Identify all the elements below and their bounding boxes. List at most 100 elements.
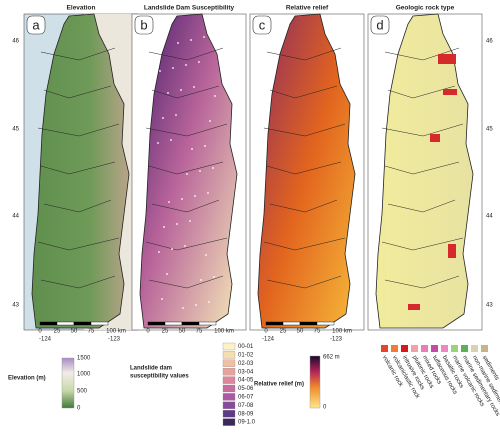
susceptibility-dot — [190, 39, 192, 41]
letter-box — [134, 15, 154, 35]
basin-boundary — [387, 85, 456, 99]
scale-label: 0 — [38, 329, 42, 335]
basin-boundary — [43, 199, 112, 213]
susceptibility-dot — [175, 114, 177, 116]
legend-swatch — [471, 345, 478, 352]
susceptibility-dot — [191, 148, 193, 150]
susceptibility-dot — [200, 279, 202, 281]
legend-swatch — [461, 345, 468, 352]
basin-boundary — [263, 237, 346, 251]
susceptibility-dot — [168, 201, 170, 203]
scale-segment — [90, 321, 109, 326]
scale-label: 75 — [196, 329, 203, 335]
susceptibility-dot — [180, 89, 182, 91]
legend-label: 05-06 — [238, 386, 254, 392]
susceptibility-dot — [199, 170, 201, 172]
letter-box — [26, 15, 46, 35]
basin-boundary — [148, 161, 224, 175]
legend-title: Landslide dam — [130, 366, 172, 372]
susceptibility-dot — [170, 139, 172, 141]
scale-segment — [282, 321, 301, 326]
latitude-label: 46 — [486, 39, 493, 45]
map-panel: c — [249, 13, 365, 331]
scale-label: 100 km — [214, 329, 234, 335]
susceptibility-dot — [182, 307, 184, 309]
legend-swatch — [222, 393, 236, 401]
scale-segment — [198, 321, 217, 326]
basin-boundary — [381, 237, 464, 251]
susceptibility-dot — [159, 70, 161, 72]
basin-boundary — [37, 237, 120, 251]
basin-boundary — [151, 85, 220, 99]
rock-patch — [430, 134, 440, 142]
colorbar-label: 500 — [77, 389, 88, 395]
panel-letter: d — [376, 17, 383, 32]
susceptibility-dot — [195, 304, 197, 306]
scale-label: 25 — [162, 329, 169, 335]
rock-patch — [448, 244, 456, 258]
rock-patch — [443, 89, 457, 95]
legend-label: 07-08 — [238, 403, 254, 409]
legend-title: susceptibility values — [130, 374, 189, 380]
latitude-label: 46 — [12, 39, 19, 45]
basin-boundary — [40, 275, 116, 289]
scale-bar: 0 25 50 75 100 km — [146, 321, 234, 335]
susceptibility-dot — [158, 251, 160, 253]
letter-box — [252, 15, 272, 35]
legend-label: 01-02 — [238, 352, 254, 358]
susceptibility-dot — [163, 226, 165, 228]
susceptibility-dot — [209, 120, 211, 122]
legend-swatch — [222, 384, 236, 393]
susceptibility-dot — [208, 301, 210, 303]
legend-label: 02-03 — [238, 361, 254, 367]
legend-swatch — [451, 345, 458, 352]
susceptibility-dot — [205, 254, 207, 256]
scale-label: 25 — [54, 329, 61, 335]
legend-label: 00-01 — [238, 344, 254, 350]
latitude-label: 43 — [12, 303, 19, 309]
legend-label: 09-1.0 — [238, 420, 256, 426]
susceptibility-dot — [181, 198, 183, 200]
map-panel: d — [367, 13, 483, 331]
rock-patch — [408, 304, 420, 310]
colorbar-label: 1500 — [77, 356, 91, 362]
basin-boundary — [151, 199, 220, 213]
scale-bar: 0 25 50 75 100 km — [38, 321, 126, 335]
susceptibility-dot — [156, 33, 158, 35]
basin-boundary — [148, 275, 224, 289]
basin-boundary — [148, 47, 224, 61]
legend-swatch — [222, 342, 236, 351]
basin-boundary — [387, 199, 456, 213]
basin-boundary — [266, 161, 342, 175]
scale-label: 100 km — [106, 329, 126, 335]
basin-boundary — [145, 237, 228, 251]
legend-title: Relative relief (m) — [254, 382, 304, 388]
latitude-label: 45 — [486, 127, 493, 133]
basin-boundary — [40, 161, 116, 175]
letter-box — [370, 15, 390, 35]
legend-swatch — [481, 345, 488, 352]
scale-label: 75 — [314, 329, 321, 335]
panel-letter: a — [32, 17, 40, 32]
legend-label: 08-09 — [238, 411, 254, 417]
scale-label: 25 — [280, 329, 287, 335]
susceptibility-dot — [167, 92, 169, 94]
basin-boundary — [40, 47, 116, 61]
legend-swatch — [222, 410, 236, 418]
scale-label: 75 — [88, 329, 95, 335]
susceptibility-dot — [171, 248, 173, 250]
legend-label: 06-07 — [238, 394, 254, 400]
scale-segment — [147, 321, 166, 326]
legend-swatch — [421, 345, 428, 352]
colorbar-label: 1000 — [77, 372, 91, 378]
susceptibility-dot — [162, 117, 164, 119]
susceptibility-dot — [185, 64, 187, 66]
scale-label: 50 — [179, 329, 186, 335]
legend-swatch — [222, 359, 236, 367]
scale-label: 0 — [146, 329, 150, 335]
legend-swatch — [391, 345, 398, 352]
basin-boundary — [269, 199, 338, 213]
basin-boundary — [145, 123, 228, 137]
susceptibility-dot — [213, 276, 215, 278]
